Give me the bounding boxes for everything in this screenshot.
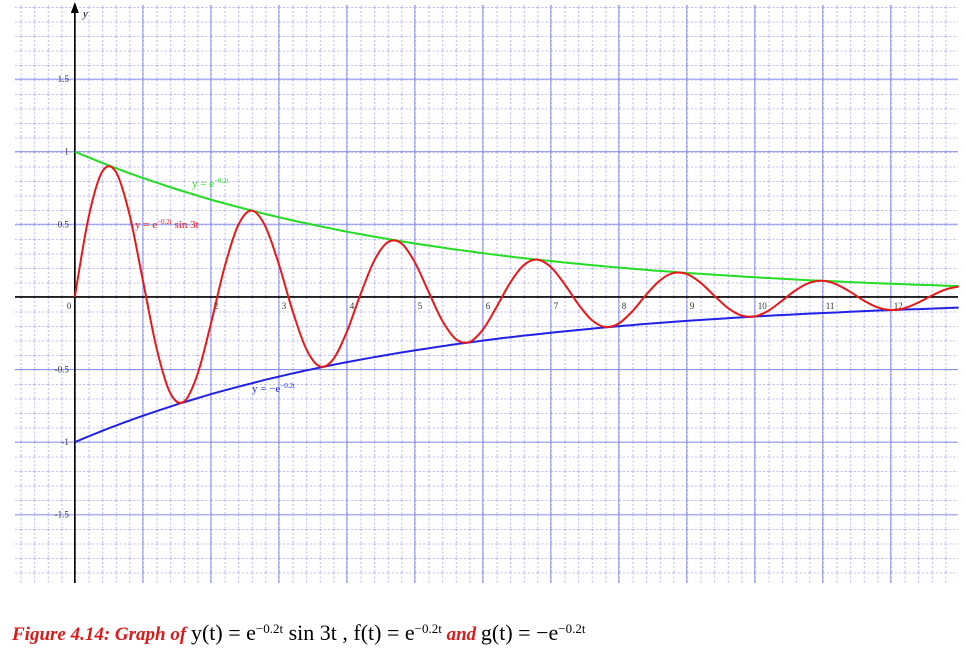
y-tick-label: 0.5 [58,219,70,229]
x-tick-label: 10 [758,301,768,311]
y-tick-label: -1.5 [55,510,70,520]
x-tick-label: 12 [894,301,903,311]
superscript: −0.2t [214,177,229,185]
x-tick-label: 7 [554,301,559,311]
y-tick-label: -1 [61,437,69,447]
plot-area: 0 1 2 3 4 5 6 7 8 9 10 11 12-1.5-1-0.50.511.5y = e−0… [15,2,959,583]
text-part: y(t) = e [191,620,256,645]
text-part: g(t) = −e [481,620,558,645]
x-tick-label: 8 [622,301,627,311]
x-tick-label: 0 [67,301,72,311]
text-part: y = e [135,219,157,231]
curve-label: y = e−0.2t sin 3t [135,218,199,231]
x-tick-label: 3 [282,301,287,311]
superscript: −0.2t [280,382,295,390]
curve [74,150,959,288]
text-part: Figure 4.14: Graph of [11,624,191,645]
text-part: sin 3t [172,219,199,231]
y-tick-label: 1.5 [58,74,70,84]
curve-label: y = e−0.2t [192,177,229,190]
x-tick-label: 4 [350,301,355,311]
y-axis-arrow [70,2,79,13]
minor-grid [15,5,958,583]
text-part: y = −e [252,383,280,395]
text-part: and [442,624,481,645]
text-part: y = e [192,178,214,190]
text-part: sin 3t , f(t) = e [283,620,415,645]
curve-label: y = −e−0.2t [252,382,295,395]
curve [73,165,959,404]
superscript: −0.2t [256,621,284,636]
x-tick-label: 9 [690,301,695,311]
x-tick-label: 11 [826,301,835,311]
y-tick-label: -0.5 [55,365,70,375]
superscript: −0.2t [558,621,586,636]
superscript: −0.2t [157,218,172,226]
caption: Figure 4.14: Graph of y(t) = e−0.2t sin … [11,620,586,645]
superscript: −0.2t [415,621,443,636]
y-axis-label: y [82,8,88,20]
curve [74,306,959,444]
x-tick-label: 6 [486,301,491,311]
y-tick-label: 1 [64,147,69,157]
x-tick-label: 5 [418,301,423,311]
